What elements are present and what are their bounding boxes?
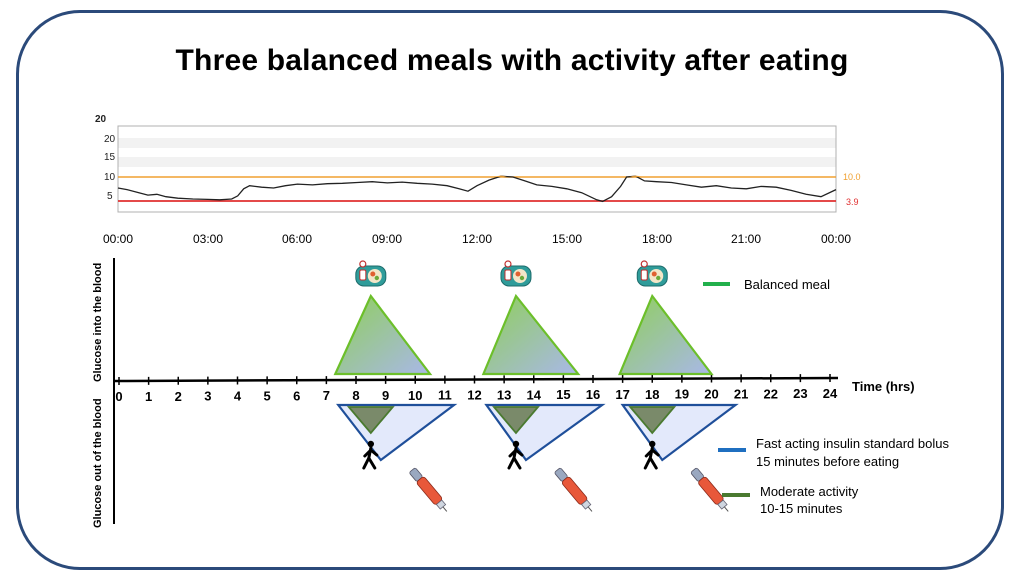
cgm-panel: 20 20 15 10 5 10.0 3.9 00:00 03:00 06:00…: [95, 114, 861, 246]
legend-activity-label-1: Moderate activity: [760, 484, 859, 499]
legend: Balanced meal Fast acting insulin standa…: [703, 277, 949, 516]
cgm-x-tick: 09:00: [372, 232, 402, 246]
hour-tick-label: 8: [352, 388, 359, 403]
hour-tick-label: 21: [734, 386, 748, 401]
slide-title: Three balanced meals with activity after…: [175, 44, 849, 77]
insulin-pen-icon: [690, 467, 729, 512]
cgm-high-label: 10.0: [843, 172, 861, 182]
cgm-band-2: [118, 157, 836, 167]
balanced-meal-icon: [636, 260, 668, 287]
hour-tick-label: 15: [556, 387, 570, 402]
hour-tick-label: 18: [645, 387, 659, 402]
walking-person-icon: [507, 440, 524, 470]
hour-tick-label: 10: [408, 388, 422, 403]
cgm-y-tick-5: 5: [107, 191, 113, 202]
timeline-x-label: Time (hrs): [852, 379, 915, 394]
hour-tick-label: 14: [527, 387, 542, 402]
cgm-x-tick: 15:00: [552, 232, 582, 246]
slide-frame: [16, 10, 1004, 570]
hour-tick-label: 1: [145, 389, 152, 404]
cgm-glucose-trace: [117, 175, 837, 203]
y-label-out-of-blood: Glucose out of the blood: [92, 398, 104, 528]
activity-triangle: [628, 406, 677, 435]
meal-glucose-triangle: [618, 293, 714, 376]
legend-activity-label-2: 10-15 minutes: [760, 501, 843, 516]
hour-tick-label: 17: [615, 387, 629, 402]
cgm-band-1: [118, 138, 836, 148]
hour-tick-label: 13: [497, 387, 511, 402]
cgm-x-tick: 00:00: [821, 232, 851, 246]
walking-person-icon: [362, 440, 379, 470]
insulin-pen-icon: [409, 467, 448, 512]
cgm-plot-area: [117, 125, 837, 213]
cgm-x-tick: 06:00: [282, 232, 312, 246]
hour-tick-label: 19: [675, 387, 689, 402]
cgm-x-tick: 21:00: [731, 232, 761, 246]
walking-person-icon: [643, 440, 660, 470]
hour-tick-label: 22: [764, 386, 778, 401]
hour-tick-label: 12: [467, 388, 481, 403]
cgm-x-tick: 12:00: [462, 232, 492, 246]
activity-triangle: [346, 406, 395, 435]
hour-tick-label: 7: [323, 388, 330, 403]
hour-tick-label: 5: [264, 388, 271, 403]
cgm-low-label: 3.9: [846, 197, 859, 207]
activity-triangle: [492, 406, 540, 435]
hour-tick-label: 6: [293, 388, 300, 403]
balanced-meal-icon: [355, 260, 387, 287]
hour-tick-label: 20: [704, 387, 718, 402]
cgm-x-tick: 00:00: [103, 232, 133, 246]
timeline-panel: Glucose into the blood Glucose out of th…: [92, 258, 915, 528]
hour-tick-label: 4: [234, 389, 242, 404]
hour-tick-label: 3: [204, 389, 211, 404]
cgm-x-tick: 03:00: [193, 232, 223, 246]
insulin-pen-icon: [554, 467, 593, 512]
y-label-into-blood: Glucose into the blood: [92, 263, 104, 382]
cgm-y-top-label: 20: [95, 114, 107, 125]
hour-tick-label: 0: [115, 389, 122, 404]
timeline-hour-ticks: 0 1 2 3 4 5 6 7 8 9 10 11 12 13 14 15 16 17 18 19 20 21 22 23 24: [115, 374, 838, 404]
hour-tick-label: 16: [586, 387, 600, 402]
cgm-y-tick-20: 20: [104, 134, 116, 145]
timeline-x-axis: [113, 376, 839, 383]
hour-tick-label: 9: [382, 388, 389, 403]
cgm-y-tick-10: 10: [104, 172, 116, 183]
hour-tick-label: 11: [438, 388, 452, 403]
cgm-y-tick-15: 15: [104, 152, 116, 163]
balanced-meal-icon: [500, 260, 532, 287]
meal-glucose-triangle: [333, 293, 433, 376]
hour-tick-label: 24: [823, 386, 838, 401]
hour-tick-label: 23: [793, 386, 807, 401]
cgm-x-tick: 18:00: [642, 232, 672, 246]
legend-meal-label: Balanced meal: [744, 277, 830, 292]
meal-glucose-triangle: [481, 293, 581, 376]
legend-insulin-label-2: 15 minutes before eating: [756, 454, 899, 469]
meal-marks: [333, 260, 739, 512]
legend-insulin-label-1: Fast acting insulin standard bolus: [756, 436, 949, 451]
cgm-x-axis: 00:00 03:00 06:00 09:00 12:00 15:00 18:0…: [103, 232, 851, 246]
hour-tick-label: 2: [175, 389, 182, 404]
